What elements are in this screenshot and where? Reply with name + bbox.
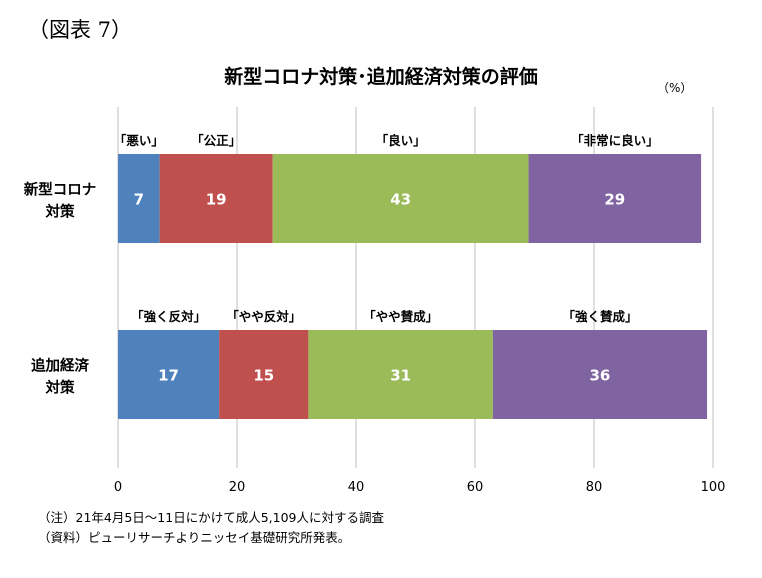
figure-label: （図表 7） — [28, 18, 133, 42]
category-label-r2-s1: 「強く反対」 — [131, 309, 206, 324]
category-label-r1-s1: 「悪い」 — [114, 133, 164, 148]
category-label-r1-s3: 「良い」 — [376, 133, 426, 148]
data-label-r1-s3: 43 — [390, 191, 411, 209]
row-label-2-line-2: 対策 — [45, 379, 75, 397]
bar-segment-r1-s2 — [159, 154, 273, 243]
bar-segment-r2-s3 — [308, 330, 493, 419]
category-label-r2-s2: 「やや反対」 — [226, 309, 301, 324]
x-tick-label-60: 60 — [467, 480, 484, 495]
bar-segment-r2-s1 — [118, 330, 220, 419]
chart-title: 新型コロナ対策･追加経済対策の評価 — [224, 66, 538, 88]
data-label-r2-s2: 15 — [253, 367, 274, 385]
data-label-r2-s1: 17 — [158, 367, 179, 385]
row-label-1-line-1: 新型コロナ — [24, 181, 97, 199]
source-note: （資料）ピューリサーチよりニッセイ基礎研究所発表。 — [38, 530, 351, 545]
data-label-r1-s2: 19 — [206, 191, 227, 209]
category-label-r1-s2: 「公正」 — [191, 133, 241, 148]
category-label-r2-s4: 「強く賛成」 — [562, 309, 637, 324]
row-label-2-line-1: 追加経済 — [31, 357, 89, 375]
x-tick-label-40: 40 — [348, 480, 365, 495]
data-label-r1-s1: 7 — [134, 191, 144, 209]
data-label-r2-s3: 31 — [390, 367, 411, 385]
bar-segment-r1-s1 — [118, 154, 160, 243]
row-label-1-line-2: 対策 — [45, 203, 75, 221]
bar-segment-r1-s3 — [272, 154, 529, 243]
x-tick-label-80: 80 — [586, 480, 603, 495]
data-label-r1-s4: 29 — [604, 191, 625, 209]
bar-segment-r2-s4 — [492, 330, 708, 419]
x-tick-label-20: 20 — [229, 480, 246, 495]
x-tick-label-0: 0 — [114, 480, 122, 495]
bar-segment-r1-s4 — [528, 154, 702, 243]
category-label-r1-s4: 「非常に良い」 — [571, 133, 659, 148]
bar-segment-r2-s2 — [219, 330, 309, 419]
unit-label: （%） — [657, 81, 693, 95]
footnote: （注）21年4月5日～11日にかけて成人5,109人に対する調査 — [38, 510, 385, 525]
x-tick-label-100: 100 — [701, 480, 726, 495]
data-label-r2-s4: 36 — [590, 367, 611, 385]
category-label-r2-s3: 「やや賛成」 — [363, 309, 438, 324]
